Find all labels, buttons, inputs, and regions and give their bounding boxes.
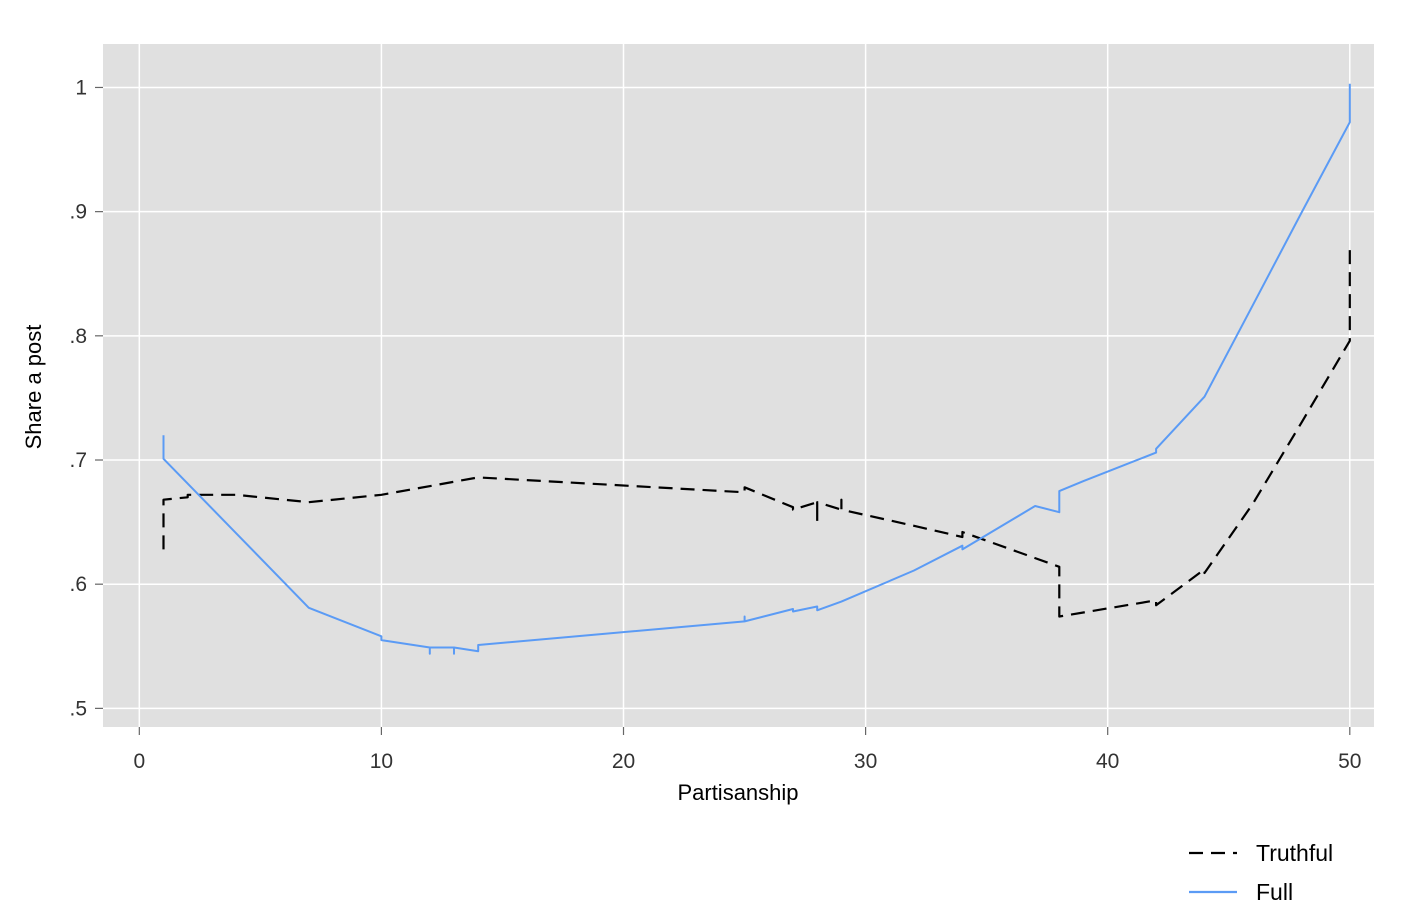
- x-axis-label: Partisanship: [677, 780, 798, 805]
- x-tick-label: 10: [370, 750, 393, 773]
- y-tick-label: .6: [69, 573, 87, 596]
- x-tick-label: 30: [854, 750, 877, 773]
- y-tick-label: .7: [69, 449, 87, 472]
- x-tick-label: 40: [1096, 750, 1119, 773]
- tick-labels: 0 10 20 30 40 50 .5 .6 .7 .8 .9 1: [69, 76, 1361, 773]
- series-line-truthful: [162, 248, 1351, 618]
- y-tick-label: 1: [75, 76, 87, 99]
- plot-panel: [103, 44, 1374, 727]
- y-tick-label: .9: [69, 201, 87, 224]
- legend-label-truthful: Truthful: [1256, 840, 1333, 866]
- y-axis-label: Share a post: [21, 325, 46, 450]
- series-lines: [162, 83, 1351, 655]
- legend-label-full: Full: [1256, 879, 1293, 905]
- x-tick-label: 50: [1338, 750, 1361, 773]
- legend: Truthful Full: [1189, 840, 1333, 905]
- x-tick-label: 20: [612, 750, 635, 773]
- series-line-full: [162, 83, 1351, 655]
- gridlines: [103, 44, 1374, 727]
- x-tick-label: 0: [133, 750, 145, 773]
- y-tick-label: .5: [69, 697, 87, 720]
- y-tick-label: .8: [69, 325, 87, 348]
- axis-ticks: [95, 86, 1351, 735]
